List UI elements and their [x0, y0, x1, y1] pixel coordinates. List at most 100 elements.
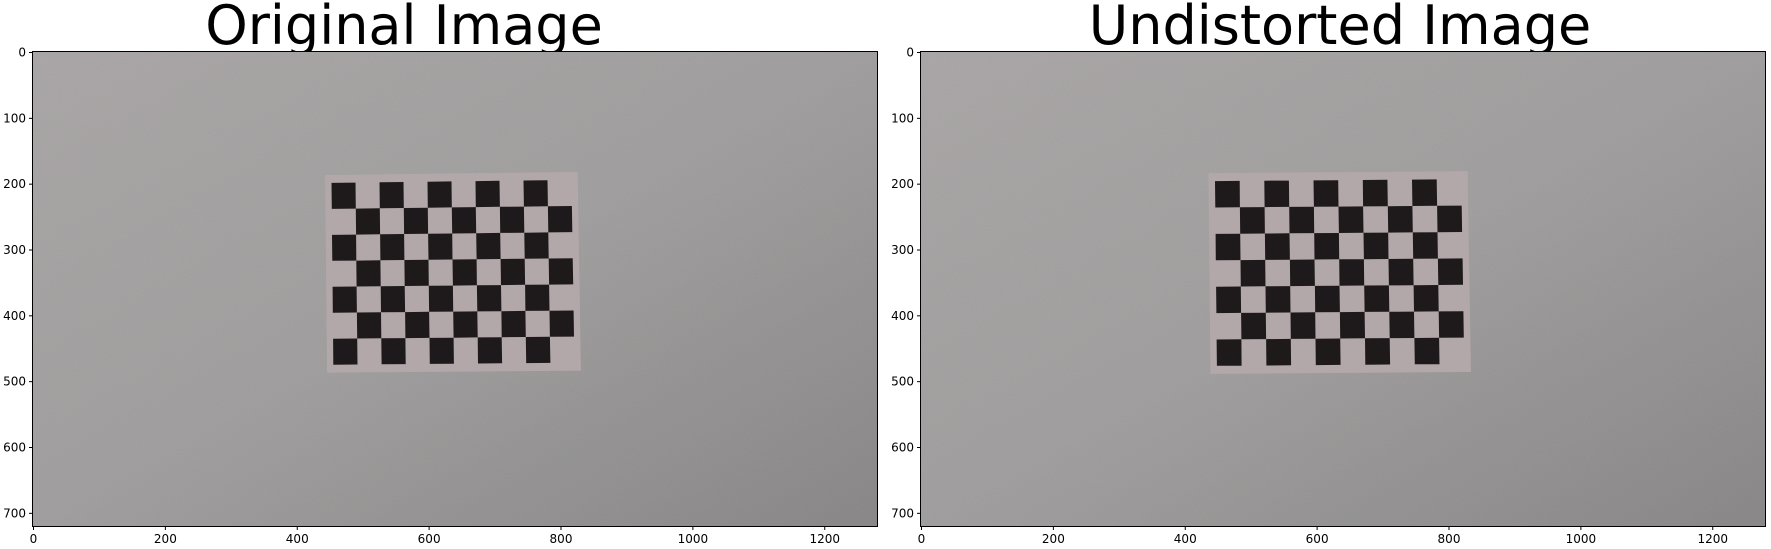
checker-square — [1314, 233, 1340, 260]
y-tick-label: 500 — [891, 375, 914, 389]
checker-square — [1265, 286, 1291, 313]
checker-square — [1264, 180, 1290, 208]
y-tick-label: 400 — [3, 309, 26, 323]
checker-square — [547, 206, 573, 233]
y-tick-label: 200 — [891, 177, 914, 191]
x-tick-label: 0 — [918, 532, 926, 546]
y-tick-label: 0 — [906, 46, 914, 60]
checker-square — [427, 181, 452, 208]
checker-square — [1315, 338, 1341, 366]
x-tick-label: 1000 — [678, 532, 709, 546]
checker-square — [1414, 337, 1440, 365]
x-tick-label: 400 — [286, 532, 309, 546]
y-axis: 0 100 200 300 400 500 600 700 — [3, 46, 33, 520]
checker-square — [525, 336, 551, 364]
panel-title: Undistorted Image — [1089, 0, 1592, 57]
checker-square — [333, 338, 358, 365]
checker-square — [500, 258, 526, 286]
x-tick-label: 200 — [1042, 532, 1065, 546]
y-tick-label: 300 — [891, 243, 914, 257]
x-tick-label: 600 — [418, 532, 441, 546]
checker-square — [429, 337, 454, 364]
checker-square — [477, 337, 503, 364]
checker-square — [355, 208, 381, 235]
checker-square — [381, 338, 406, 365]
checker-square — [1314, 285, 1340, 313]
checker-square — [403, 207, 429, 234]
checker-square — [1313, 180, 1339, 207]
checker-square — [1289, 206, 1315, 234]
checker-square — [1388, 258, 1414, 286]
checker-square — [331, 182, 356, 209]
y-tick-label: 100 — [891, 111, 914, 125]
y-tick-label: 600 — [3, 441, 26, 455]
checker-square — [1339, 311, 1365, 339]
checker-square — [453, 311, 478, 338]
checker-square — [404, 259, 429, 286]
checker-square — [356, 260, 381, 287]
panel-original: Original Image 0 200 400 600 800 1000 1200 0 10… — [3, 0, 878, 546]
checker-square — [523, 180, 548, 207]
checker-square — [1412, 179, 1438, 206]
checker-square — [499, 206, 525, 233]
checker-square — [380, 286, 406, 313]
checker-square — [1365, 338, 1391, 365]
checker-square — [1241, 312, 1267, 340]
checker-square — [1240, 259, 1266, 287]
checker-square — [476, 232, 501, 260]
panel-undistorted: Undistorted Image 0 200 400 600 800 1000 1200 … — [891, 0, 1766, 546]
checker-square — [1362, 179, 1388, 207]
x-tick-label: 600 — [1306, 532, 1329, 546]
y-tick-label: 100 — [3, 111, 26, 125]
x-tick-label: 1200 — [809, 532, 840, 546]
checker-square — [428, 233, 453, 260]
checker-square — [548, 258, 574, 285]
checker-square — [1389, 311, 1415, 339]
y-tick-label: 200 — [3, 177, 26, 191]
checker-square — [1413, 285, 1439, 312]
x-tick-label: 1000 — [1566, 532, 1597, 546]
checker-square — [379, 182, 404, 209]
checker-square — [1438, 311, 1464, 338]
checker-square — [451, 207, 477, 234]
y-tick-label: 300 — [3, 243, 26, 257]
checker-square — [524, 232, 549, 259]
checker-square — [1239, 207, 1265, 234]
checker-square — [1264, 233, 1290, 260]
checker-square — [1437, 205, 1463, 233]
axes-frame — [920, 51, 1766, 527]
photo-checkerboard — [921, 52, 1765, 526]
checker-square — [549, 310, 574, 337]
checker-square — [1215, 180, 1240, 208]
x-tick-label: 800 — [550, 532, 573, 546]
y-tick-label: 700 — [3, 506, 26, 520]
checker-square — [1363, 232, 1389, 260]
axes-frame — [32, 51, 878, 527]
x-tick-label: 200 — [154, 532, 177, 546]
checker-square — [1412, 232, 1438, 259]
x-tick-label: 800 — [1438, 532, 1461, 546]
checker-square — [452, 259, 477, 286]
checker-square — [1215, 233, 1241, 261]
checker-square — [1216, 339, 1242, 366]
checker-square — [1216, 286, 1242, 314]
checker-square — [525, 284, 550, 311]
panel-title: Original Image — [205, 0, 603, 57]
y-tick-label: 0 — [18, 46, 26, 60]
x-tick-label: 1200 — [1697, 532, 1728, 546]
y-tick-label: 700 — [891, 506, 914, 520]
checker-square — [428, 285, 454, 312]
checker-square — [475, 180, 500, 208]
y-tick-label: 500 — [3, 375, 26, 389]
y-tick-label: 400 — [891, 309, 914, 323]
y-axis: 0 100 200 300 400 500 600 700 — [891, 46, 921, 520]
checker-square — [356, 312, 382, 339]
x-axis: 0 200 400 600 800 1000 1200 — [30, 526, 840, 546]
checker-square — [1266, 338, 1292, 366]
checker-square — [1339, 259, 1365, 286]
checker-square — [405, 311, 430, 339]
checker-square — [332, 286, 357, 313]
checker-square — [476, 285, 502, 312]
